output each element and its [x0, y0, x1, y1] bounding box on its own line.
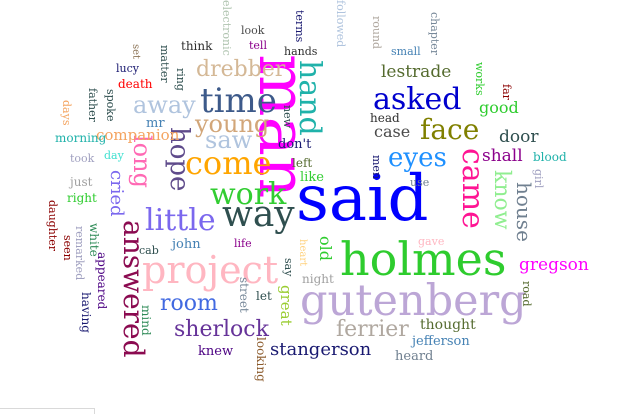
word-say: say	[282, 258, 295, 277]
word-gutenberg: gutenberg	[300, 276, 527, 326]
word-come: come	[185, 144, 272, 182]
word-death: death	[118, 77, 153, 91]
word-small: small	[391, 45, 421, 58]
word-project: project	[142, 248, 279, 292]
word-holmes: holmes	[340, 232, 507, 286]
word-face: face	[420, 113, 480, 146]
word-cried: cried	[106, 170, 127, 217]
word-took: took	[70, 152, 95, 165]
word-great: great	[277, 285, 295, 326]
word-terms: terms	[293, 10, 306, 43]
word-matter: matter	[158, 45, 171, 83]
word-morning: morning	[55, 131, 107, 145]
word-ferrier: ferrier	[336, 317, 409, 342]
word-gregson: gregson	[519, 255, 589, 275]
word-right: right	[67, 191, 97, 205]
word-thought: thought	[420, 317, 476, 333]
word-good: good	[479, 98, 519, 117]
word-jefferson: jefferson	[412, 334, 470, 349]
word-case: case	[374, 122, 411, 141]
word-door: door	[499, 127, 539, 147]
word-answered: answered	[117, 220, 150, 358]
word-appeared: appeared	[95, 252, 109, 310]
word-cab: cab	[139, 244, 159, 257]
word-far: far	[500, 84, 513, 100]
word-like: like	[300, 170, 324, 185]
word-asked: asked	[373, 82, 462, 117]
word-room: room	[160, 291, 218, 316]
word-having: having	[79, 292, 93, 333]
word-lucy: lucy	[116, 62, 139, 75]
word-men: men	[370, 155, 383, 180]
word-set: set	[130, 44, 141, 60]
word-look: look	[241, 24, 265, 37]
word-heard: heard	[395, 349, 434, 364]
word-use: use	[410, 176, 430, 189]
word-think: think	[181, 39, 213, 53]
word-hand: hand	[292, 60, 327, 136]
word-white: white	[87, 223, 101, 257]
word-old: old	[316, 236, 335, 261]
word-electronic: electronic	[220, 0, 233, 56]
word-night: night	[302, 272, 334, 286]
word-days: days	[60, 100, 73, 126]
word-blood: blood	[533, 150, 567, 164]
word-stangerson: stangerson	[270, 339, 372, 360]
word-left: left	[292, 156, 313, 170]
word-daughter: daughter	[46, 200, 59, 251]
word-chapter: chapter	[428, 12, 441, 56]
word-gave: gave	[418, 235, 445, 248]
word-young: young	[195, 110, 270, 138]
word-little: little	[145, 203, 216, 238]
word-mr: mr	[146, 116, 165, 131]
word-round: round	[370, 16, 383, 50]
word-know: know	[489, 170, 514, 230]
word-followed: followed	[334, 0, 347, 48]
word-remarked: remarked	[73, 226, 86, 281]
page-corner-frame	[0, 408, 95, 414]
word-ring: ring	[174, 68, 187, 91]
word-new: new	[281, 105, 294, 129]
word-saw: saw	[205, 126, 253, 154]
word-john: john	[172, 237, 201, 252]
word-work: work	[210, 177, 287, 212]
word-tell: tell	[249, 39, 267, 52]
word-drebber: drebber	[196, 57, 286, 82]
word-road: road	[520, 281, 533, 307]
word-hands: hands	[284, 45, 318, 58]
word-life: life	[234, 237, 252, 250]
word-let: let	[256, 289, 272, 303]
word-shall: shall	[482, 146, 523, 166]
word-spoke: spoke	[104, 89, 117, 122]
word-eyes: eyes	[388, 143, 447, 173]
word-lestrade: lestrade	[381, 62, 452, 82]
word-way: way	[222, 194, 295, 235]
word-companion: companion	[96, 126, 180, 144]
word-dont: don't	[278, 137, 312, 152]
word-looking: looking	[254, 337, 268, 382]
word-girl: girl	[532, 169, 545, 189]
word-street: street	[237, 277, 251, 313]
word-time: time	[200, 81, 277, 121]
word-heart: heart	[297, 239, 308, 267]
word-head: head	[370, 111, 400, 125]
word-sherlock: sherlock	[174, 317, 269, 342]
word-knew: knew	[198, 344, 234, 359]
word-house: house	[512, 182, 536, 242]
word-works: works	[473, 62, 486, 96]
word-away: away	[133, 91, 196, 119]
word-said: said	[296, 162, 429, 236]
word-father: father	[86, 88, 99, 122]
word-mind: mind	[139, 305, 153, 336]
word-seen: seen	[61, 235, 74, 261]
word-just: just	[70, 175, 93, 189]
word-day: day	[104, 149, 124, 162]
